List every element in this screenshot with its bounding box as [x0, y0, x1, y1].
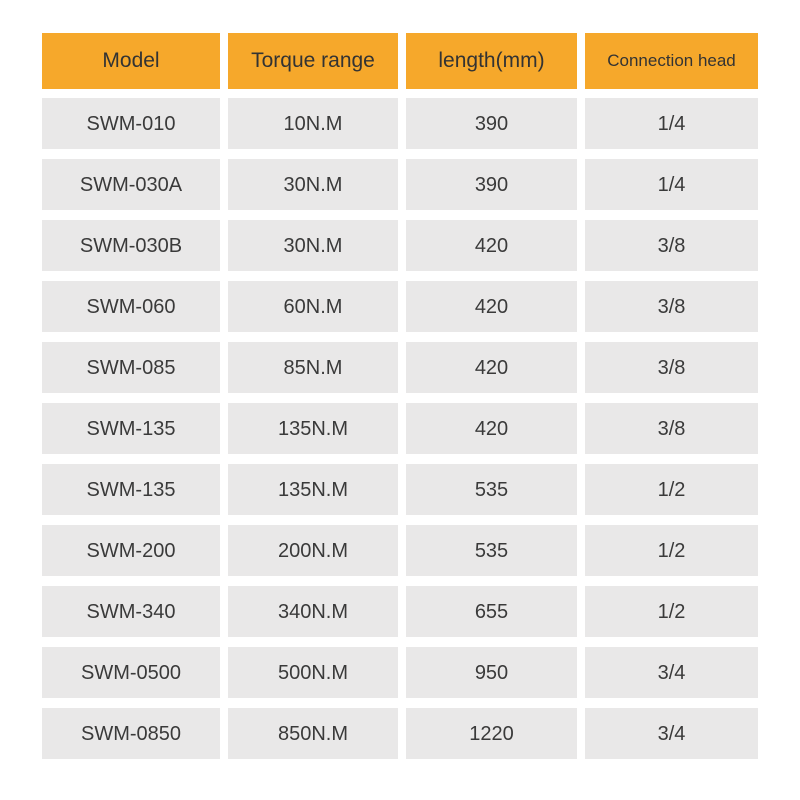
- table-cell: 390: [406, 98, 577, 149]
- table-cell: 30N.M: [228, 220, 398, 271]
- table-row: SWM-135 135N.M 420 3/8: [42, 403, 758, 454]
- table-cell: 850N.M: [228, 708, 398, 759]
- table-row: SWM-340 340N.M 655 1/2: [42, 586, 758, 637]
- table-cell: 1/2: [585, 464, 758, 515]
- table-cell: SWM-060: [42, 281, 220, 332]
- table-cell: 200N.M: [228, 525, 398, 576]
- header-connection-head: Connection head: [585, 33, 758, 89]
- torque-wrench-spec-table: Model Torque range length(mm) Connection…: [42, 33, 758, 769]
- header-model: Model: [42, 33, 220, 89]
- table-cell: SWM-340: [42, 586, 220, 637]
- table-cell: SWM-030B: [42, 220, 220, 271]
- table-cell: SWM-135: [42, 464, 220, 515]
- table-cell: 3/8: [585, 403, 758, 454]
- table-row: SWM-030B 30N.M 420 3/8: [42, 220, 758, 271]
- table-cell: 30N.M: [228, 159, 398, 210]
- table-cell: 1220: [406, 708, 577, 759]
- header-torque-range: Torque range: [228, 33, 398, 89]
- table-cell: 420: [406, 281, 577, 332]
- table-cell: 3/4: [585, 708, 758, 759]
- table-cell: SWM-0500: [42, 647, 220, 698]
- table-cell: 135N.M: [228, 403, 398, 454]
- table-row: SWM-060 60N.M 420 3/8: [42, 281, 758, 332]
- table-row: SWM-0850 850N.M 1220 3/4: [42, 708, 758, 759]
- table-cell: 10N.M: [228, 98, 398, 149]
- table-cell: 1/2: [585, 525, 758, 576]
- table-cell: 340N.M: [228, 586, 398, 637]
- table-cell: 3/8: [585, 281, 758, 332]
- table-cell: 1/4: [585, 159, 758, 210]
- table-cell: 950: [406, 647, 577, 698]
- table-cell: 420: [406, 342, 577, 393]
- header-length-mm: length(mm): [406, 33, 577, 89]
- table-cell: SWM-010: [42, 98, 220, 149]
- table-cell: 3/8: [585, 220, 758, 271]
- table-cell: 85N.M: [228, 342, 398, 393]
- table-body: SWM-010 10N.M 390 1/4 SWM-030A 30N.M 390 1/4 SWM…: [42, 98, 758, 759]
- table-cell: 420: [406, 403, 577, 454]
- table-cell: 390: [406, 159, 577, 210]
- table-cell: 135N.M: [228, 464, 398, 515]
- table-cell: 3/8: [585, 342, 758, 393]
- table-cell: SWM-200: [42, 525, 220, 576]
- table-cell: SWM-0850: [42, 708, 220, 759]
- table-cell: SWM-030A: [42, 159, 220, 210]
- table-header-row: Model Torque range length(mm) Connection…: [42, 33, 758, 89]
- table-row: SWM-135 135N.M 535 1/2: [42, 464, 758, 515]
- table-cell: 3/4: [585, 647, 758, 698]
- table-row: SWM-010 10N.M 390 1/4: [42, 98, 758, 149]
- table-cell: 535: [406, 464, 577, 515]
- table-cell: SWM-135: [42, 403, 220, 454]
- table-cell: 500N.M: [228, 647, 398, 698]
- table-cell: 535: [406, 525, 577, 576]
- table-row: SWM-200 200N.M 535 1/2: [42, 525, 758, 576]
- table-cell: 420: [406, 220, 577, 271]
- table-row: SWM-0500 500N.M 950 3/4: [42, 647, 758, 698]
- table-cell: 1/4: [585, 98, 758, 149]
- table-cell: 60N.M: [228, 281, 398, 332]
- table-cell: 1/2: [585, 586, 758, 637]
- table-row: SWM-030A 30N.M 390 1/4: [42, 159, 758, 210]
- table-cell: SWM-085: [42, 342, 220, 393]
- table-cell: 655: [406, 586, 577, 637]
- table-row: SWM-085 85N.M 420 3/8: [42, 342, 758, 393]
